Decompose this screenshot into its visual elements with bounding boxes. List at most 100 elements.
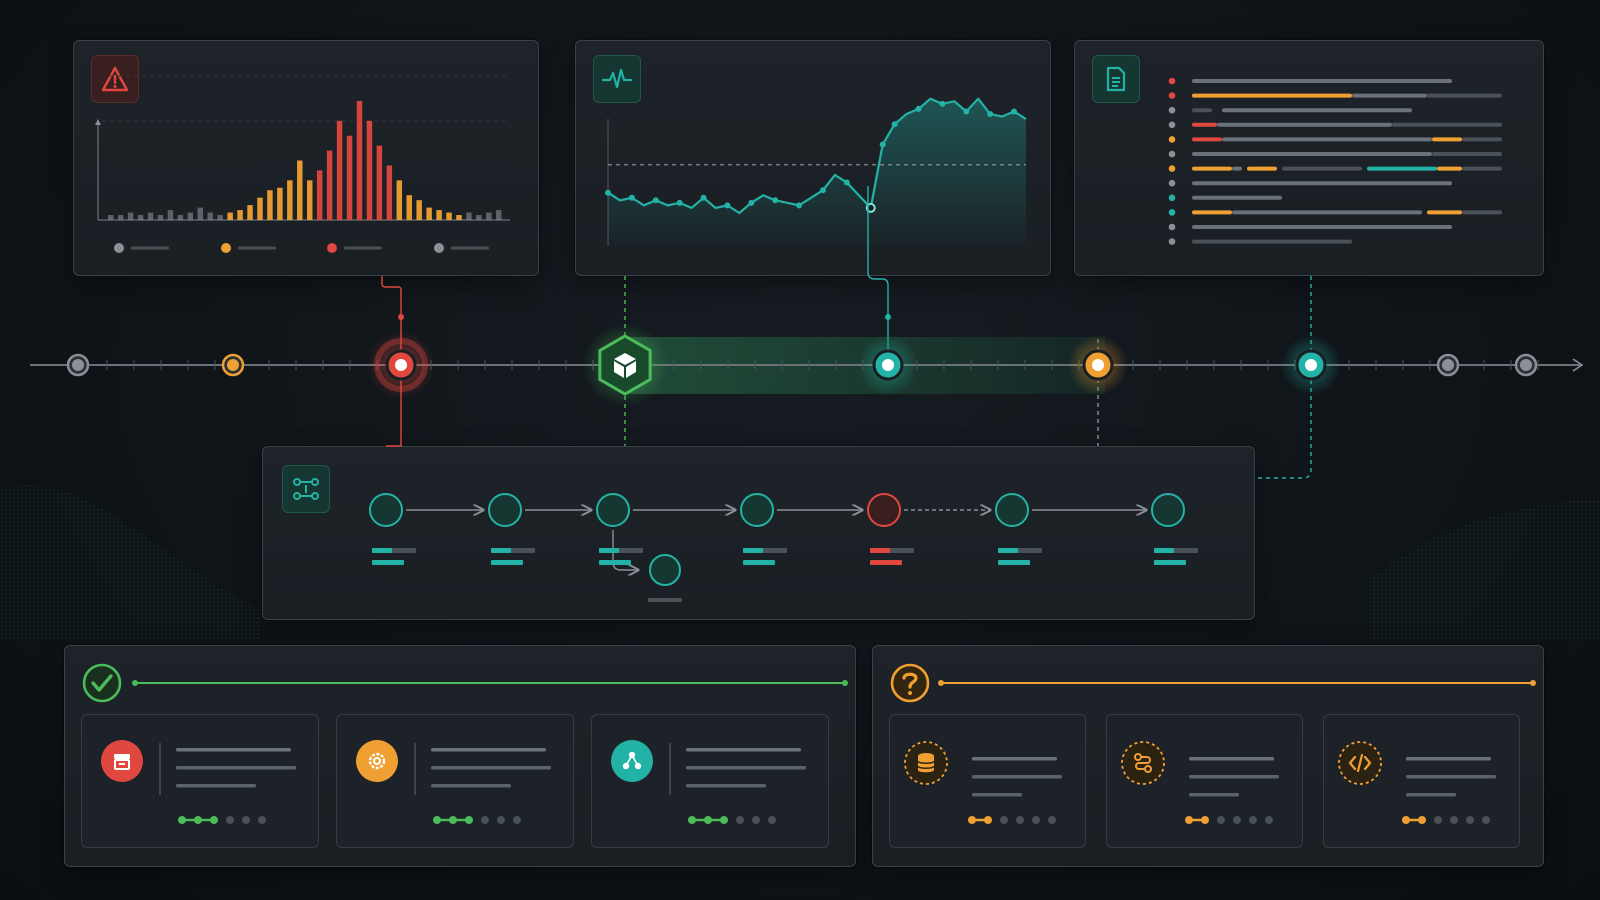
legend-swatch [327,243,337,253]
histogram-bar [446,212,452,220]
log-line-segment [1192,137,1222,142]
status-card[interactable] [1106,714,1303,848]
card-content [414,743,551,824]
progress-step-pending [1016,816,1024,824]
histogram-bar [267,190,273,220]
progress-step-pending [258,816,266,824]
document-icon[interactable] [1092,55,1140,103]
histogram-bar [127,212,134,220]
status-card[interactable] [1323,714,1520,848]
log-line-segment [1352,93,1427,98]
histogram-bar [326,150,333,220]
log-line-segment [1427,210,1462,215]
log-severity-dot [1168,121,1176,129]
log-line-segment [1392,122,1502,127]
histogram-bar [237,210,243,220]
node-label-accent [870,548,890,553]
pipeline-panel [262,446,1255,620]
timeseries-chart [605,97,1027,246]
log-line-segment [1192,166,1232,171]
histogram-bar [217,215,223,220]
legend-label-placeholder [131,246,169,250]
histogram-bar [247,205,253,220]
log-lines [1168,77,1502,245]
legend-label-placeholder [451,246,489,250]
warning-icon[interactable] [91,55,139,103]
pulse-icon[interactable] [593,55,641,103]
card-text-placeholder [1189,775,1279,779]
card-title-placeholder [686,748,801,752]
card-title-placeholder [1189,757,1274,761]
histogram-bar [456,215,462,220]
data-point [915,105,922,112]
pipeline-node-failed [867,493,901,527]
node-label-placeholder [648,598,682,602]
progress-step-done [465,816,473,824]
progress-step-done [720,816,728,824]
data-point [676,199,683,206]
progress-step-pending [1265,816,1273,824]
card-text-placeholder [972,775,1062,779]
log-severity-dot [1168,77,1176,85]
node-sublabel [743,560,775,565]
histogram-bar [147,212,154,220]
progress-step-pending [226,816,234,824]
success-group-track [132,680,848,686]
card-title-placeholder [972,757,1057,761]
status-card[interactable] [336,714,574,848]
legend-swatch [221,243,231,253]
pending-group-track [938,680,1536,686]
legend-label-placeholder [238,246,276,250]
pipeline-node [740,493,774,527]
pipeline-branch-node [649,554,681,586]
node-label-accent [998,548,1018,553]
database-icon [904,741,948,785]
progress-step-pending [513,816,521,824]
card-content [1402,757,1496,824]
card-text-placeholder [176,784,256,788]
log-line-segment [1462,137,1502,142]
code-icon [1338,741,1382,785]
progress-step-pending [1482,816,1490,824]
progress-step-done [210,816,218,824]
histogram-bar [376,145,383,220]
log-line-segment [1192,93,1352,98]
card-title-placeholder [1406,757,1491,761]
pipeline-node [995,493,1029,527]
histogram-bar [406,195,412,220]
status-card[interactable] [591,714,829,848]
log-severity-dot [1168,179,1176,187]
histogram-bar [386,165,393,220]
data-point [652,197,659,204]
log-line-segment [1217,122,1392,127]
log-line-segment [1432,152,1502,156]
log-line-segment [1192,225,1452,229]
progress-step-done [1201,816,1209,824]
check-circle-icon[interactable] [81,662,123,704]
progress-step-done [984,816,992,824]
histogram-bar [137,215,144,220]
workflow-icon[interactable] [282,465,330,513]
histogram-bar [436,210,442,220]
progress-step-pending [242,816,250,824]
data-point [987,111,994,117]
log-line-segment [1462,166,1502,171]
histogram-bar [277,187,283,220]
histogram-bar [476,215,482,220]
log-line-segment [1192,195,1282,200]
progress-step-pending [1450,816,1458,824]
question-circle-icon[interactable] [889,662,931,704]
log-line-segment [1192,108,1212,113]
legend-swatch [114,243,124,253]
node-label-accent [599,548,619,553]
card-text-placeholder [431,784,511,788]
log-line-segment [1192,239,1352,244]
progress-step-pending [1217,816,1225,824]
card-text-placeholder [431,766,551,770]
histogram-bar [227,212,233,220]
status-card[interactable] [81,714,319,848]
status-card[interactable] [889,714,1086,848]
data-point [939,100,946,107]
log-severity-dot [1168,150,1176,158]
